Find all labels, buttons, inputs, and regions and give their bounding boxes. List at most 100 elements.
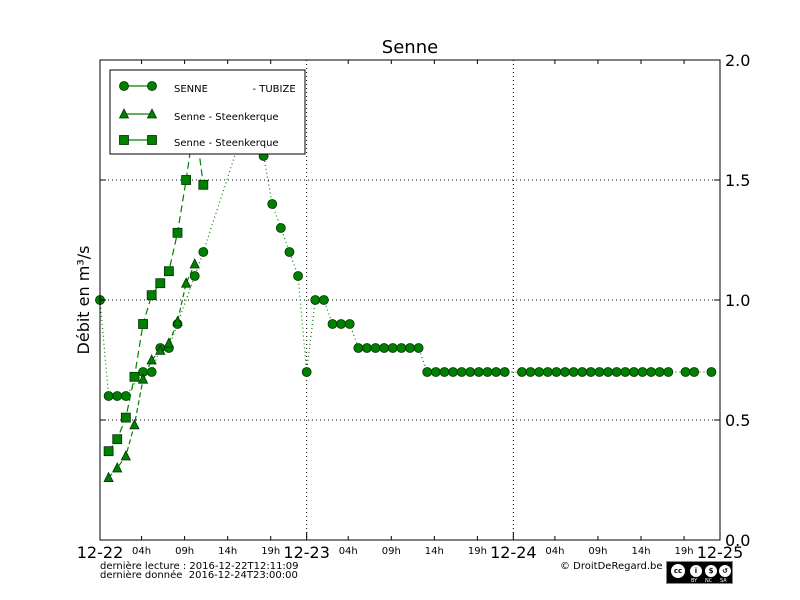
data-point bbox=[517, 367, 527, 377]
x-minor-tick-label: 19h bbox=[675, 546, 694, 557]
data-point bbox=[344, 319, 355, 329]
by-icon: i bbox=[689, 564, 703, 578]
data-point bbox=[405, 343, 415, 353]
data-point bbox=[112, 391, 123, 401]
data-point bbox=[430, 367, 441, 377]
data-point bbox=[284, 247, 295, 257]
data-point bbox=[534, 367, 545, 377]
data-point bbox=[103, 446, 114, 457]
legend-marker bbox=[147, 135, 157, 145]
data-point bbox=[189, 258, 200, 269]
data-point bbox=[362, 343, 372, 353]
data-point bbox=[353, 343, 364, 353]
cc-icon: cc bbox=[670, 563, 686, 579]
data-point bbox=[327, 319, 338, 329]
data-point bbox=[163, 266, 174, 277]
x-minor-tick-label: 09h bbox=[175, 546, 194, 557]
data-point bbox=[293, 271, 303, 281]
data-point bbox=[525, 367, 536, 377]
data-point bbox=[680, 367, 691, 377]
legend-marker bbox=[147, 81, 157, 91]
x-minor-tick-label: 14h bbox=[631, 546, 650, 557]
last-read-text: dernière lecture : 2016-12-22T12:11:09 bbox=[100, 561, 299, 572]
nc-label: NC bbox=[705, 578, 713, 584]
x-minor-tick-label: 14h bbox=[425, 546, 444, 557]
x-minor-tick-label: 09h bbox=[588, 546, 607, 557]
data-point bbox=[146, 354, 157, 365]
x-major-tick-label: 12-23 bbox=[283, 543, 330, 562]
data-point bbox=[473, 367, 484, 377]
y-axis-label: Débit en m³/s bbox=[74, 246, 93, 355]
y-tick-label: 1.0 bbox=[725, 291, 750, 310]
data-point bbox=[155, 278, 166, 289]
x-minor-tick-label: 04h bbox=[132, 546, 151, 557]
y-tick-label: 0.5 bbox=[725, 411, 750, 430]
y-tick-label: 0.0 bbox=[725, 531, 750, 550]
x-major-tick-label: 12-24 bbox=[490, 543, 537, 562]
legend-marker bbox=[119, 81, 129, 91]
x-minor-tick-label: 19h bbox=[468, 546, 487, 557]
data-point bbox=[129, 418, 140, 430]
data-point bbox=[379, 343, 390, 353]
data-point bbox=[198, 247, 209, 257]
data-point bbox=[577, 367, 588, 377]
data-point bbox=[620, 367, 631, 377]
data-point bbox=[172, 227, 183, 238]
y-tick-label: 2.0 bbox=[725, 51, 750, 70]
data-point bbox=[120, 391, 131, 401]
legend-marker bbox=[118, 108, 130, 119]
data-point bbox=[628, 367, 639, 377]
data-point bbox=[465, 367, 476, 377]
data-point bbox=[482, 367, 493, 377]
data-point bbox=[594, 367, 605, 377]
series-circle bbox=[95, 115, 717, 401]
data-point bbox=[163, 337, 175, 348]
axis-ticks: 0.0 0.5 1.0 1.5 2.0 12-22 12-23 12-24 12-25 04h 09… bbox=[77, 51, 751, 562]
data-point bbox=[112, 434, 123, 445]
data-point bbox=[267, 199, 278, 209]
data-point bbox=[172, 315, 183, 327]
data-point bbox=[491, 367, 502, 377]
data-point bbox=[155, 344, 166, 355]
series-line bbox=[99, 118, 712, 397]
data-point bbox=[120, 412, 131, 423]
data-point bbox=[129, 371, 140, 382]
cc-license-badge[interactable]: cc i $ ↺ BY NC SA bbox=[666, 561, 733, 584]
copyright-link[interactable]: © DroitDeRegard.be bbox=[560, 561, 663, 572]
legend-marker bbox=[146, 108, 158, 119]
data-point bbox=[318, 295, 329, 305]
x-major-tick-label: 12-25 bbox=[697, 543, 744, 562]
by-label: BY bbox=[691, 578, 698, 584]
data-point bbox=[146, 290, 157, 301]
data-point bbox=[137, 373, 149, 384]
series-square bbox=[103, 115, 209, 457]
x-minor-tick-label: 14h bbox=[218, 546, 237, 557]
data-point bbox=[310, 295, 321, 305]
series-line bbox=[108, 263, 196, 479]
data-point bbox=[336, 319, 347, 329]
legend: SENNE - TUBIZE Senne - Steenkerque Senne -… bbox=[109, 69, 306, 155]
x-major-tick-label: 12-22 bbox=[77, 543, 124, 562]
data-point bbox=[542, 367, 553, 377]
data-point bbox=[706, 367, 717, 377]
data-point bbox=[611, 367, 622, 377]
data-point bbox=[103, 391, 114, 401]
data-point bbox=[456, 367, 467, 377]
data-point bbox=[448, 367, 458, 377]
data-point bbox=[439, 367, 450, 377]
x-minor-tick-label: 09h bbox=[382, 546, 401, 557]
series-group bbox=[95, 115, 717, 483]
sa-icon: ↺ bbox=[718, 564, 732, 578]
data-point bbox=[689, 367, 700, 377]
data-point bbox=[120, 450, 131, 461]
data-point bbox=[663, 367, 674, 377]
data-point bbox=[301, 367, 312, 377]
data-point bbox=[413, 343, 424, 353]
grid bbox=[100, 60, 720, 540]
data-point bbox=[138, 319, 148, 329]
data-point bbox=[181, 175, 192, 185]
legend-label: SENNE - TUBIZE bbox=[174, 84, 296, 95]
last-data-text: dernière donnée 2016-12-24T23:00:00 bbox=[100, 570, 298, 581]
data-point bbox=[370, 343, 381, 353]
